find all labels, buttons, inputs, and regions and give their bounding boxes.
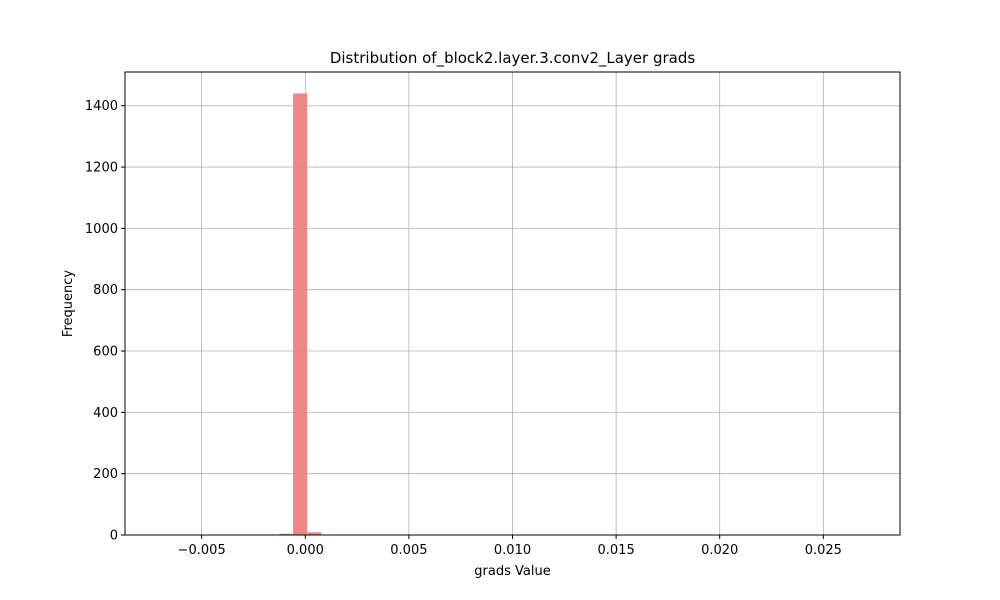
y-tick-label: 400 [93, 406, 118, 421]
y-axis-label: Frequency [61, 270, 76, 337]
y-axis-ticks: 0 200 400 600 800 1000 1200 1400 [85, 99, 125, 544]
x-tick-label: 0.015 [598, 543, 635, 558]
x-tick-label: 0.005 [390, 543, 427, 558]
chart-title: Distribution of_block2.layer.3.conv2_Lay… [330, 49, 696, 68]
y-tick-label: 0 [110, 529, 118, 544]
x-axis-ticks: −0.005 0.000 0.005 0.010 0.015 0.020 0.025 [178, 535, 842, 558]
grid-lines [125, 72, 900, 536]
histogram-bar [307, 532, 322, 535]
x-tick-label: 0.000 [287, 543, 324, 558]
histogram-bar [293, 93, 308, 536]
y-tick-label: 1400 [85, 99, 118, 114]
x-tick-label: 0.020 [701, 543, 738, 558]
y-tick-label: 1200 [85, 161, 118, 176]
histogram-bar [278, 533, 294, 535]
y-tick-label: 200 [93, 467, 118, 482]
x-axis-label: grads Value [474, 564, 550, 579]
y-tick-label: 800 [93, 283, 118, 298]
x-tick-label: 0.025 [805, 543, 842, 558]
x-tick-label: 0.010 [494, 543, 531, 558]
y-tick-label: 1000 [85, 222, 118, 237]
x-tick-label: −0.005 [178, 543, 226, 558]
y-tick-label: 600 [93, 345, 118, 360]
